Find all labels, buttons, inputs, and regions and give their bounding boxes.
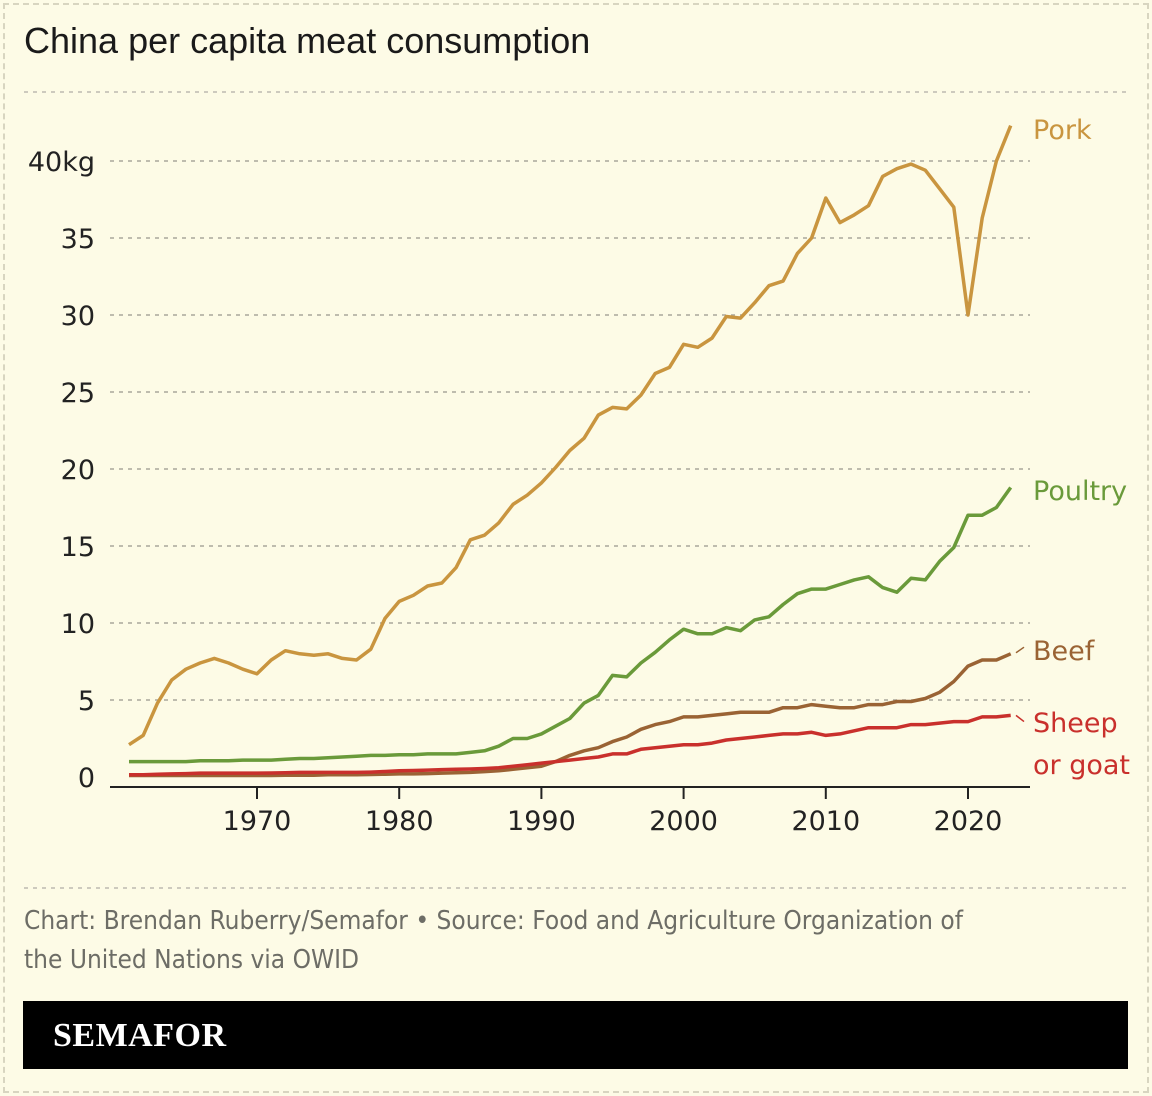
y-tick-label: 40kg (28, 147, 95, 178)
label-beef: Beef (1033, 636, 1096, 667)
x-tick-label: 1990 (507, 806, 576, 837)
y-tick-label: 20 (61, 455, 95, 486)
x-tick-label: 2000 (649, 806, 718, 837)
y-tick-label: 25 (61, 378, 95, 409)
label-sheep: Sheep (1033, 708, 1118, 739)
chart-title: China per capita meat consumption (24, 20, 591, 61)
y-tick-label: 5 (78, 686, 95, 717)
x-tick-label: 2020 (934, 806, 1003, 837)
label-sheep-or-goat: or goat (1033, 750, 1130, 781)
card-frame (3, 3, 1149, 1093)
y-tick-label: 35 (61, 224, 95, 255)
series-line-sheep-or-goat (129, 713, 1011, 777)
y-tick-label: 10 (61, 609, 95, 640)
series-line-beef (129, 652, 1012, 778)
label-pork: Pork (1033, 115, 1092, 146)
series-line-poultry (129, 486, 1013, 764)
label-poultry: Poultry (1033, 476, 1127, 507)
y-tick-label: 30 (61, 301, 95, 332)
brand-logo: SEMAFOR (53, 1017, 227, 1054)
brand-bar: SEMAFOR (23, 1001, 1128, 1069)
x-tick-label: 1980 (365, 806, 434, 837)
y-tick-label: 0 (78, 763, 95, 794)
beef-leader (1015, 646, 1025, 654)
x-tick-label: 2010 (791, 806, 860, 837)
x-tick-label: 1970 (223, 806, 292, 837)
source-credit: Chart: Brendan Ruberry/Semafor • Source:… (24, 906, 963, 975)
y-tick-label: 15 (61, 532, 95, 563)
sheep-leader (1015, 714, 1025, 723)
series-line-pork (128, 124, 1013, 747)
